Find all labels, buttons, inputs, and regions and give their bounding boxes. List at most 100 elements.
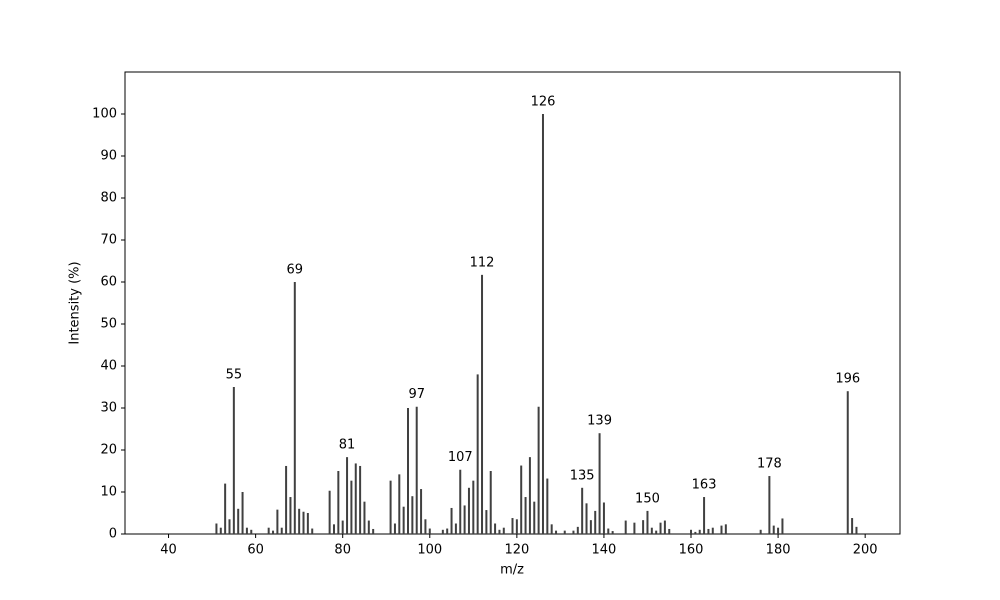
peak [690,529,693,534]
peak-label: 97 [408,387,425,402]
peak [302,511,305,534]
peak [485,510,488,534]
peak [476,374,479,534]
y-tick-label: 50 [100,317,117,332]
peak [420,489,423,534]
peak [572,530,575,534]
peak [585,503,588,534]
peak [668,528,671,534]
peak [215,523,218,534]
peak [772,525,775,534]
peak [546,478,549,534]
peak [855,526,858,534]
peak [454,523,457,534]
y-tick-label: 80 [100,191,117,206]
peak-label: 163 [692,478,717,493]
peak [337,471,340,534]
peak [663,520,666,534]
peak [724,524,727,534]
peak [489,471,492,534]
x-tick-label: 100 [417,543,442,558]
peak [237,508,240,534]
peak [354,463,357,534]
peak [655,530,658,534]
peak [481,274,484,534]
peak [563,530,566,534]
y-tick-label: 40 [100,359,117,374]
y-tick-label: 70 [100,233,117,248]
peak [411,496,414,534]
y-tick-label: 10 [100,485,117,500]
peak [245,527,248,534]
peak [363,501,366,534]
x-tick-label: 120 [504,543,529,558]
peak [851,518,854,534]
peak-label: 126 [531,95,556,110]
y-tick-label: 20 [100,443,117,458]
peak-label: 69 [287,263,304,278]
peak [720,525,723,534]
peak [332,524,335,534]
peak [306,513,309,534]
peak [698,529,701,534]
peak-label: 112 [470,255,495,270]
peak-label: 196 [835,372,860,387]
peak [367,520,370,534]
peak [372,528,375,534]
peak [424,519,427,534]
peak [781,518,784,534]
peak [594,510,597,534]
peak [511,518,514,534]
peak [624,520,627,534]
x-axis-label: m/z [500,563,524,578]
peak [768,476,771,534]
peak [589,520,592,534]
x-tick-label: 140 [592,543,617,558]
peak [528,457,531,534]
peak [285,465,288,534]
peak [576,526,579,534]
peak [537,406,540,534]
peak [232,387,235,534]
peak [228,519,231,534]
peak [633,522,636,534]
peak [533,501,536,534]
peak [463,505,466,534]
peak [359,465,362,534]
x-tick-label: 160 [679,543,704,558]
peak [289,497,292,534]
peak [441,529,444,534]
peak [711,527,714,534]
peak [346,457,349,534]
y-tick-label: 60 [100,275,117,290]
peak [777,527,780,534]
peak [659,522,662,534]
peak [642,520,645,534]
peak [555,530,558,534]
peak [328,490,331,534]
x-tick-label: 180 [766,543,791,558]
peak [694,531,697,534]
peak [446,528,449,534]
peak [402,506,405,534]
peak [846,391,849,534]
peak [241,492,244,534]
peak [524,497,527,534]
peak [398,474,401,534]
peak [646,510,649,534]
plot-frame [124,71,901,535]
peak-label: 150 [635,491,660,506]
y-tick-label: 90 [100,149,117,164]
peak [267,527,270,534]
peak [611,531,614,534]
peak [415,406,418,534]
peak [350,480,353,534]
peak [407,408,410,534]
peak [393,523,396,534]
x-tick-label: 60 [247,543,264,558]
x-tick-label: 40 [160,543,177,558]
peak-label: 178 [757,457,782,472]
peak [459,469,462,534]
peak [472,480,475,534]
peak-label: 135 [570,468,595,483]
